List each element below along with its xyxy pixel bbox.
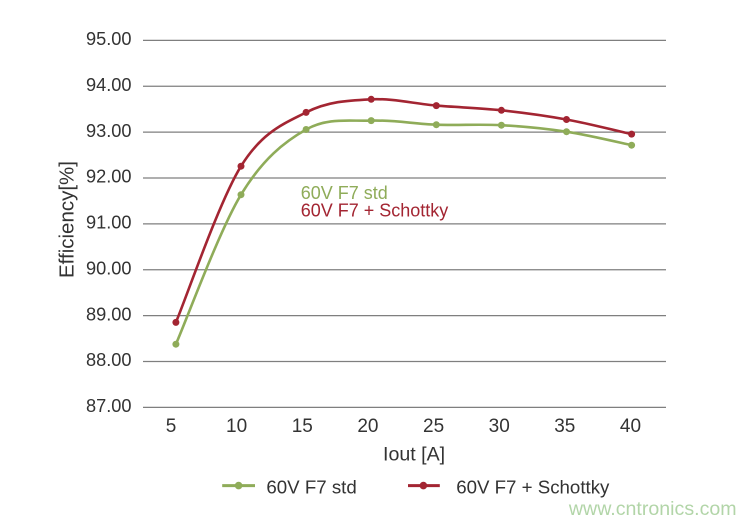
svg-text:60V F7 + Schottky: 60V F7 + Schottky <box>456 476 610 497</box>
svg-text:35: 35 <box>554 416 575 437</box>
svg-text:Efficiency[%]: Efficiency[%] <box>56 161 79 278</box>
svg-text:10: 10 <box>226 416 247 437</box>
svg-text:30: 30 <box>489 416 510 437</box>
svg-text:60V F7 std: 60V F7 std <box>266 476 356 497</box>
svg-text:91.00: 91.00 <box>86 213 132 233</box>
svg-text:20: 20 <box>357 416 378 437</box>
svg-text:95.00: 95.00 <box>86 29 132 49</box>
svg-text:40: 40 <box>620 416 641 437</box>
svg-text:www.cntronics.com: www.cntronics.com <box>568 498 737 520</box>
svg-text:92.00: 92.00 <box>86 167 132 187</box>
svg-text:94.00: 94.00 <box>86 75 132 95</box>
svg-text:60V F7 std: 60V F7 std <box>301 183 388 203</box>
svg-text:25: 25 <box>423 416 444 437</box>
svg-text:90.00: 90.00 <box>86 258 132 278</box>
svg-text:87.00: 87.00 <box>86 396 132 416</box>
svg-text:89.00: 89.00 <box>86 304 132 324</box>
svg-text:60V F7 + Schottky: 60V F7 + Schottky <box>301 201 449 221</box>
svg-text:Iout [A]: Iout [A] <box>383 444 445 466</box>
svg-text:88.00: 88.00 <box>86 350 132 370</box>
svg-text:5: 5 <box>166 416 177 437</box>
svg-text:15: 15 <box>292 416 313 437</box>
svg-text:93.00: 93.00 <box>86 121 132 141</box>
